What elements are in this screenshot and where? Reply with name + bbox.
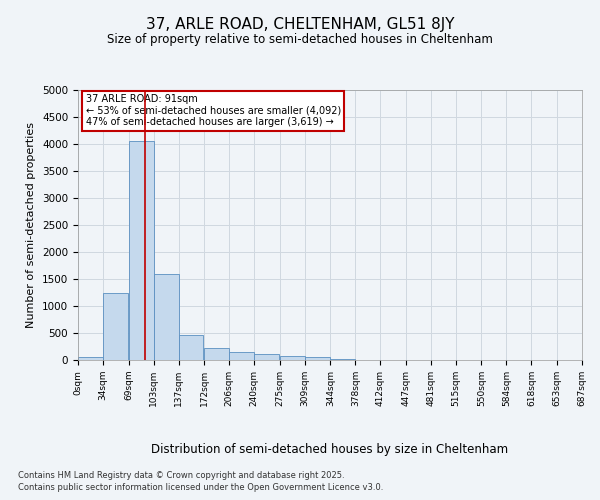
Text: Contains HM Land Registry data © Crown copyright and database right 2025.: Contains HM Land Registry data © Crown c…	[18, 471, 344, 480]
Bar	[204, 348, 229, 360]
Text: 37 ARLE ROAD: 91sqm
← 53% of semi-detached houses are smaller (4,092)
47% of sem: 37 ARLE ROAD: 91sqm ← 53% of semi-detach…	[86, 94, 341, 127]
Bar	[280, 356, 305, 360]
Text: Distribution of semi-detached houses by size in Cheltenham: Distribution of semi-detached houses by …	[151, 442, 509, 456]
Bar	[179, 335, 203, 360]
Text: Contains public sector information licensed under the Open Government Licence v3: Contains public sector information licen…	[18, 484, 383, 492]
Bar	[229, 352, 254, 360]
Bar	[331, 359, 355, 360]
Bar	[78, 358, 103, 360]
Bar	[305, 358, 329, 360]
Bar	[103, 292, 128, 360]
Bar	[154, 274, 179, 360]
Text: Size of property relative to semi-detached houses in Cheltenham: Size of property relative to semi-detach…	[107, 32, 493, 46]
Text: 37, ARLE ROAD, CHELTENHAM, GL51 8JY: 37, ARLE ROAD, CHELTENHAM, GL51 8JY	[146, 18, 454, 32]
Y-axis label: Number of semi-detached properties: Number of semi-detached properties	[26, 122, 37, 328]
Bar	[128, 142, 154, 360]
Bar	[254, 354, 279, 360]
